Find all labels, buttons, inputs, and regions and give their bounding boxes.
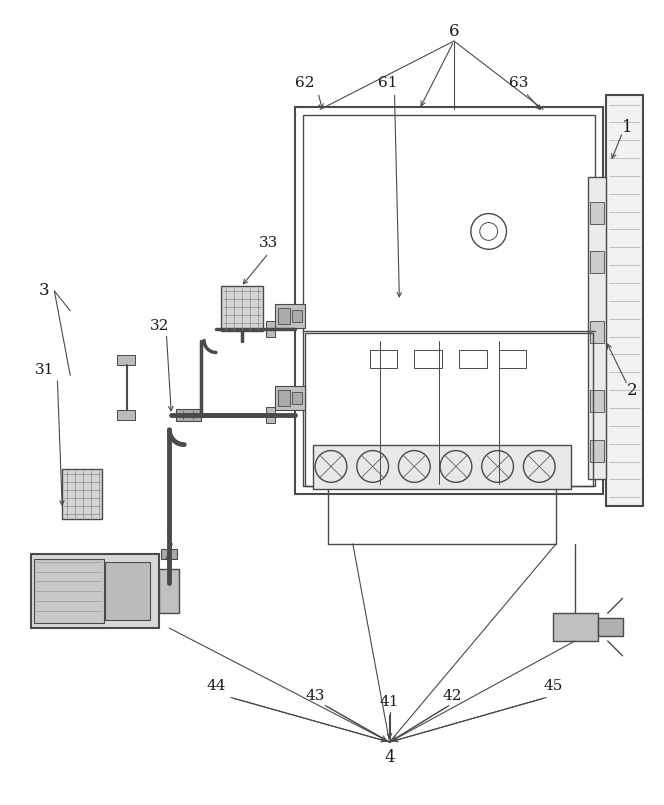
Bar: [590, 440, 604, 461]
Bar: [159, 568, 179, 613]
Bar: [117, 355, 135, 365]
Bar: [161, 549, 177, 559]
Bar: [276, 303, 305, 328]
Bar: [598, 618, 623, 636]
Text: 45: 45: [543, 679, 563, 692]
Bar: [278, 390, 290, 406]
Bar: [414, 350, 442, 369]
Bar: [295, 108, 603, 494]
Bar: [590, 251, 604, 273]
Text: 41: 41: [380, 696, 399, 709]
Bar: [266, 407, 276, 423]
Bar: [106, 562, 151, 620]
Text: 6: 6: [449, 23, 459, 39]
Bar: [313, 444, 571, 489]
Text: 31: 31: [35, 363, 54, 378]
Bar: [606, 95, 643, 506]
Bar: [292, 392, 302, 404]
Bar: [499, 350, 527, 369]
Bar: [370, 350, 398, 369]
Bar: [553, 613, 598, 641]
Text: 33: 33: [259, 237, 278, 250]
Bar: [459, 350, 487, 369]
Text: 1: 1: [622, 119, 633, 136]
Bar: [117, 410, 135, 420]
Bar: [31, 554, 159, 628]
Text: 2: 2: [627, 382, 638, 398]
Text: 43: 43: [305, 688, 325, 703]
Bar: [221, 286, 262, 331]
Text: 42: 42: [442, 688, 461, 703]
Text: 4: 4: [384, 749, 395, 766]
Text: 3: 3: [39, 283, 50, 299]
Text: 63: 63: [509, 76, 528, 89]
Bar: [266, 320, 276, 336]
Bar: [278, 308, 290, 324]
Bar: [292, 310, 302, 322]
Text: 44: 44: [207, 679, 226, 692]
Bar: [33, 559, 104, 623]
Bar: [590, 202, 604, 224]
Bar: [303, 115, 595, 486]
Bar: [177, 409, 201, 421]
Bar: [590, 320, 604, 342]
Bar: [276, 386, 305, 410]
Bar: [62, 469, 102, 519]
Text: 32: 32: [150, 319, 169, 332]
Bar: [590, 390, 604, 412]
Bar: [588, 177, 606, 479]
Text: 62: 62: [295, 76, 315, 89]
Bar: [305, 332, 593, 486]
Text: 61: 61: [378, 76, 397, 89]
